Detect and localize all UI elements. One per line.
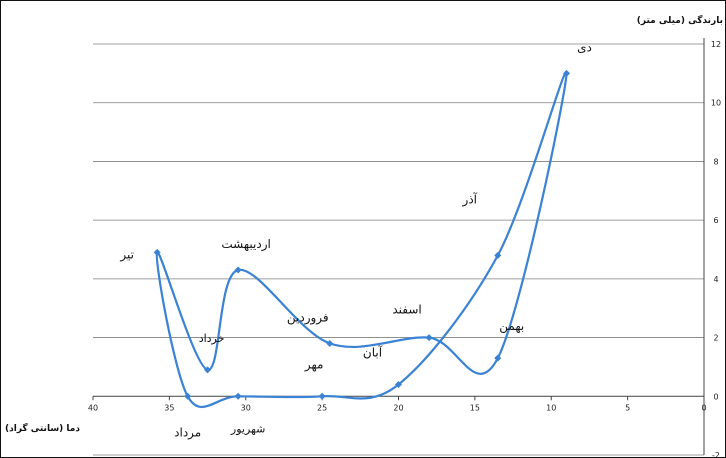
y-tick-label: 4 [713,275,718,284]
data-point [395,381,402,389]
x-tick-label: 35 [164,403,174,412]
y-tick-label: 10 [711,99,721,108]
month-label: آبان [363,345,383,360]
x-tick-label: 30 [241,403,251,412]
month-label: اسفند [392,303,421,317]
x-tick-label: 15 [470,403,480,412]
x-tick-label: 20 [393,403,403,412]
grid-lines [93,43,704,456]
month-label: مرداد [174,425,201,440]
y-tick-label: 12 [711,40,721,49]
month-label: اردیبهشت [221,237,270,252]
y-tick-label: -2 [712,451,720,457]
data-point [326,339,334,347]
y-tick-label: 0 [713,392,718,401]
y-tick-label: 6 [713,216,718,225]
data-point [234,392,242,400]
y-tick-label: 2 [713,334,718,343]
data-point [184,392,192,400]
x-axis-title: دما (سانتی گراد) [5,422,80,434]
data-point [204,366,212,374]
x-tick-label: 0 [701,403,706,412]
month-label: مهر [304,357,324,372]
month-label: آذر [462,191,478,207]
data-point [425,334,433,342]
month-label: تیر [119,247,134,262]
month-label: خرداد [199,332,225,345]
y-tick-label: 8 [713,157,718,166]
month-label: دی [577,40,592,54]
month-label: فروردین [287,310,329,325]
data-points [153,69,571,400]
x-tick-label: 10 [546,403,556,412]
series-line [155,70,568,409]
x-tick-label: 25 [317,403,327,412]
month-labels: دی بهمن اسفند فروردین اردیبهشت خرداد تیر مرداد ش… [119,40,592,440]
data-point [318,392,326,400]
data-point [494,354,502,362]
y-axis-title: بارندگی (میلی متر) [637,14,723,26]
data-point [563,69,571,77]
data-point [234,266,242,274]
data-point [153,248,161,256]
month-label: بهمن [499,319,524,334]
data-point [494,251,502,259]
x-tick-label: 40 [88,403,98,412]
x-tick-label: 5 [625,403,630,412]
month-label: شهریور [230,422,265,435]
